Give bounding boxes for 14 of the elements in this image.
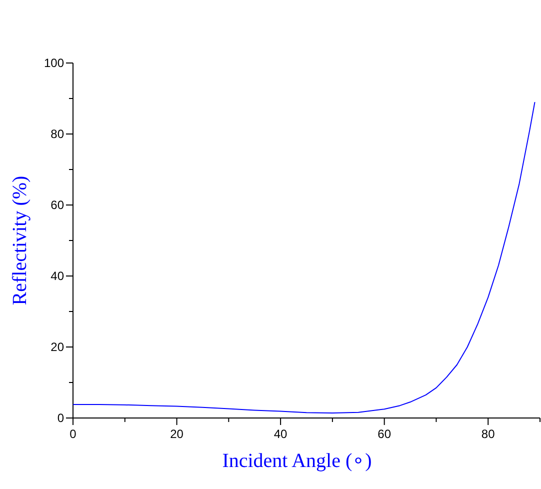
x-axis-title: Incident Angle (∘) (222, 450, 372, 472)
x-tick-label: 60 (378, 427, 392, 441)
y-tick-label: 40 (50, 269, 64, 284)
x-tick-label: 80 (481, 427, 496, 441)
y-tick-label: 80 (50, 127, 64, 142)
y-tick-label: 100 (44, 56, 64, 70)
y-tick-label: 20 (50, 340, 64, 354)
line-series (72, 102, 536, 414)
y-tick-label: 60 (50, 198, 64, 212)
y-tick-label: 0 (57, 411, 64, 426)
x-tick-label: 20 (170, 427, 184, 441)
x-tick-label: 40 (274, 427, 288, 441)
y-axis-title: Reflectivity (%) (9, 176, 31, 306)
x-tick-label: 0 (70, 427, 77, 441)
